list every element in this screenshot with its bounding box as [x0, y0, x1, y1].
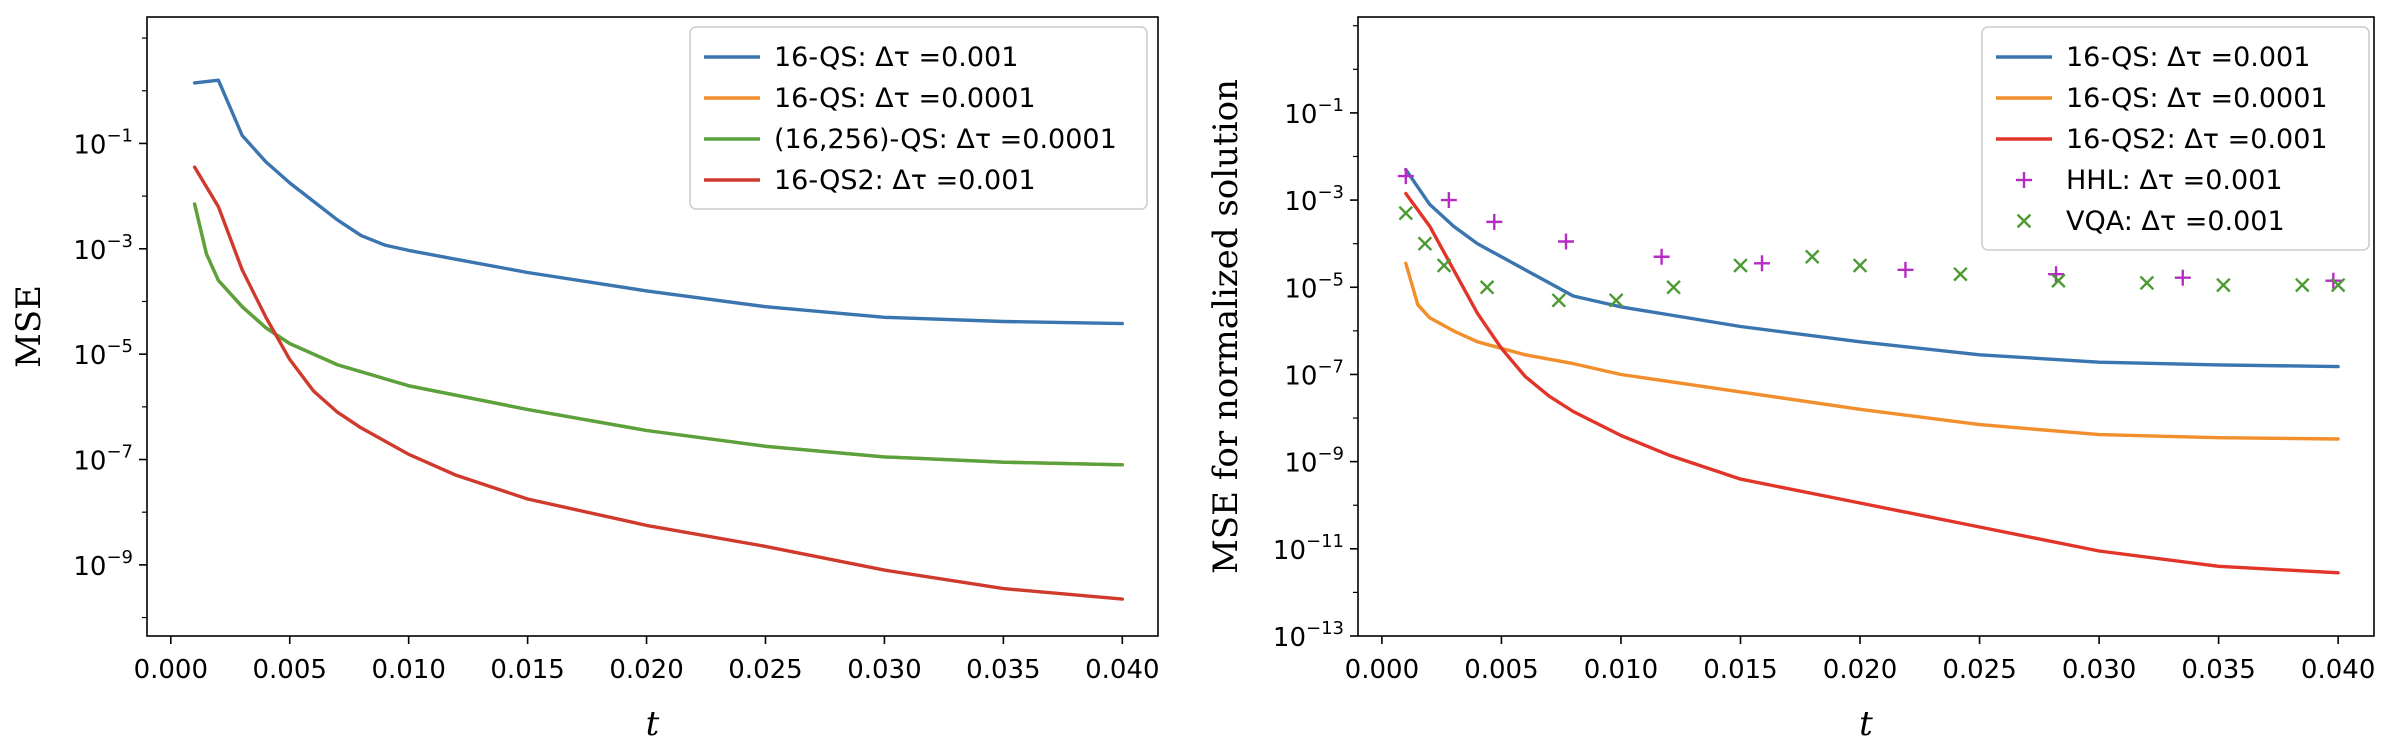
right-x-tick-label: 0.040 — [2301, 655, 2375, 685]
left-series-1-line — [192, 202, 1124, 467]
left-x-tick-label: 0.005 — [253, 655, 327, 685]
right-x-tick-label: 0.035 — [2181, 655, 2255, 685]
left-x-tick-label: 0.015 — [490, 655, 564, 685]
right-series-4-marker — [1417, 236, 1433, 251]
right-series-3-marker — [1897, 261, 1914, 278]
left-legend: 16-QS: Δτ =0.001 16-QS: Δτ =0.0001 (16,256… — [689, 26, 1148, 210]
left-legend-label: 16-QS: Δτ =0.0001 — [774, 83, 1036, 114]
right-y-axis-label: MSE for normalized solution — [1206, 79, 1246, 574]
left-chart: 0.000 0.005 0.010 0.015 0.020 0.025 0.030 0.035… — [9, 16, 1160, 744]
left-y-tick-label: 10−5 — [73, 336, 133, 371]
right-series-0-line — [1404, 167, 2340, 369]
right-legend-label: 16-QS: Δτ =0.0001 — [2066, 83, 2328, 114]
left-x-tick-label: 0.000 — [134, 655, 208, 685]
right-x-tick-label: 0.000 — [1345, 655, 1419, 685]
left-x-tick-label: 0.035 — [966, 655, 1040, 685]
left-x-tick-label: 0.025 — [728, 655, 802, 685]
right-series-4-marker — [2330, 277, 2346, 293]
right-legend-label: 16-QS2: Δτ =0.001 — [2066, 124, 2328, 155]
right-series-1-line — [1404, 261, 2340, 441]
right-y-tick-label: 10−3 — [1284, 182, 1344, 217]
left-legend-box — [689, 26, 1148, 210]
right-x-tick-label: 0.025 — [1942, 655, 2016, 685]
right-x-tick-label: 0.015 — [1703, 655, 1777, 685]
left-y-tick-label: 10−9 — [73, 547, 133, 582]
right-x-tick-label: 0.010 — [1584, 655, 1658, 685]
right-y-tick-label: 10−7 — [1284, 356, 1344, 391]
left-y-axis-label: MSE — [9, 285, 49, 368]
right-series-3-marker — [1440, 192, 1457, 209]
right-y-tick-label: 10−1 — [1284, 95, 1344, 130]
left-x-axis-label: t — [646, 704, 660, 744]
right-x-tick-label: 0.030 — [2062, 655, 2136, 685]
right-y-tick-label: 10−9 — [1284, 444, 1344, 479]
right-series-3-marker — [1557, 233, 1574, 250]
left-x-tick-label: 0.030 — [847, 655, 921, 685]
right-series-4-marker — [2295, 277, 2310, 293]
left-x-tick-label: 0.010 — [371, 655, 445, 685]
right-legend: 16-QS: Δτ =0.001 16-QS: Δτ =0.0001 16-QS2:… — [1981, 26, 2370, 251]
right-series-4-marker — [1666, 280, 1681, 295]
right-plot-frame — [1357, 16, 2375, 637]
left-series-2-line — [192, 202, 1124, 467]
left-x-tick-label: 0.040 — [1085, 655, 1159, 685]
right-series-3-marker — [2174, 269, 2191, 286]
right-series-3-marker — [1653, 248, 1670, 265]
right-series-4-marker — [2051, 273, 2066, 288]
right-y-tick-label: 10−5 — [1284, 269, 1344, 304]
left-series-3-line — [192, 165, 1124, 601]
right-legend-box — [1981, 26, 2370, 251]
left-y-tick-label: 10−3 — [73, 231, 133, 266]
right-legend-label: 16-QS: Δτ =0.001 — [2066, 42, 2310, 73]
left-legend-label: 16-QS2: Δτ =0.001 — [774, 165, 1036, 196]
right-x-tick-label: 0.020 — [1823, 655, 1897, 685]
right-series-4-marker — [1608, 293, 1624, 308]
left-series-0-line — [192, 78, 1124, 326]
right-x-tick-label: 0.005 — [1464, 655, 1538, 685]
right-y-tick-label: 10−13 — [1273, 618, 1344, 653]
right-series-4-marker — [1551, 293, 1567, 308]
right-series-4-marker — [1804, 249, 1820, 265]
right-legend-label: HHL: Δτ =0.001 — [2066, 165, 2283, 196]
right-x-axis-label: t — [1859, 704, 1873, 744]
right-y-tick-label: 10−11 — [1273, 531, 1344, 566]
right-series-2-line — [1404, 191, 2340, 575]
left-plot-frame — [146, 16, 1159, 637]
right-series-3-marker — [1486, 213, 1503, 230]
right-series-4-marker — [1436, 258, 1452, 273]
right-series-4-marker — [1479, 280, 1495, 295]
left-legend-label: 16-QS: Δτ =0.001 — [774, 42, 1018, 73]
right-chart: 0.000 0.005 0.010 0.015 0.020 0.025 0.030 0.035… — [1206, 16, 2375, 744]
left-y-tick-label: 10−7 — [73, 442, 133, 477]
right-legend-handle — [2016, 213, 2032, 229]
right-series-3-marker — [1754, 255, 1771, 272]
left-y-tick-label: 10−1 — [73, 125, 133, 160]
left-x-tick-label: 0.020 — [609, 655, 683, 685]
right-series-4-marker — [1733, 258, 1748, 273]
right-series-4-marker — [1852, 258, 1868, 273]
right-series-4-marker — [2139, 275, 2155, 291]
right-series-4-marker — [1953, 266, 1968, 282]
left-legend-label: (16,256)-QS: Δτ =0.0001 — [774, 124, 1117, 155]
right-legend-handle — [2016, 172, 2032, 188]
right-series-3-marker — [1397, 168, 1414, 185]
right-legend-label: VQA: Δτ =0.001 — [2066, 206, 2285, 237]
right-series-4-marker — [1398, 205, 1414, 221]
right-series-4-marker — [2216, 277, 2231, 293]
